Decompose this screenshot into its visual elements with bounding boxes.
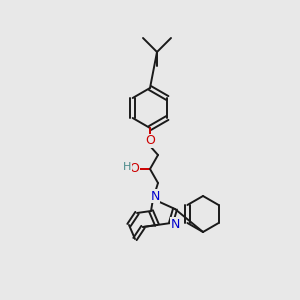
- Text: N: N: [170, 218, 180, 230]
- Text: H: H: [123, 162, 131, 172]
- Text: O: O: [145, 134, 155, 148]
- Text: O: O: [129, 163, 139, 176]
- Text: N: N: [150, 190, 160, 202]
